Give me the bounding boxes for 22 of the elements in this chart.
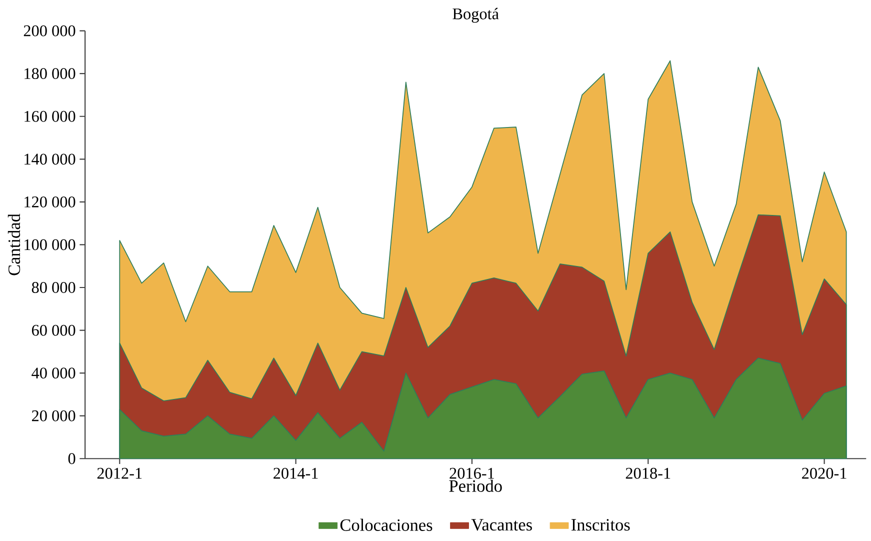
legend-label: Inscritos	[571, 519, 630, 531]
y-axis-title: Cantidad	[8, 214, 20, 276]
y-tick-label: 20 000	[32, 410, 76, 422]
chart-title: Bogotá	[452, 8, 499, 23]
x-tick-label: 2014-1	[274, 468, 318, 479]
x-tick-label: 2016-1	[450, 468, 494, 479]
y-tick-label: 120 000	[24, 196, 76, 208]
x-tick-label: 2018-1	[626, 468, 670, 479]
x-tick-label: 2012-1	[97, 468, 142, 479]
x-axis-title: Periodo	[449, 480, 502, 492]
y-tick-label: 180 000	[24, 68, 76, 80]
y-tick-label: 40 000	[32, 368, 76, 379]
y-tick-label: 200 000	[24, 25, 76, 36]
y-tick-label: 140 000	[24, 154, 76, 165]
y-tick-label: 100 000	[24, 239, 76, 250]
y-tick-label: 60 000	[32, 324, 76, 336]
x-tick-label: 2020-1	[802, 468, 846, 479]
y-tick-label: 0	[68, 453, 76, 464]
y-tick-label: 80 000	[32, 282, 76, 293]
legend-label: Colocaciones	[340, 518, 432, 531]
y-tick-label: 160 000	[24, 110, 76, 122]
legend-label: Vacantes	[471, 519, 532, 531]
